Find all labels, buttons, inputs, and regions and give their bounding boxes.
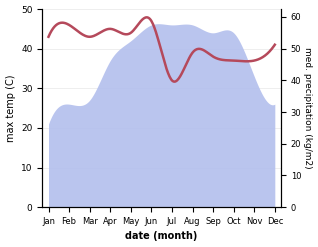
Y-axis label: med. precipitation (kg/m2): med. precipitation (kg/m2) bbox=[303, 47, 313, 169]
X-axis label: date (month): date (month) bbox=[126, 231, 198, 242]
Y-axis label: max temp (C): max temp (C) bbox=[5, 74, 16, 142]
